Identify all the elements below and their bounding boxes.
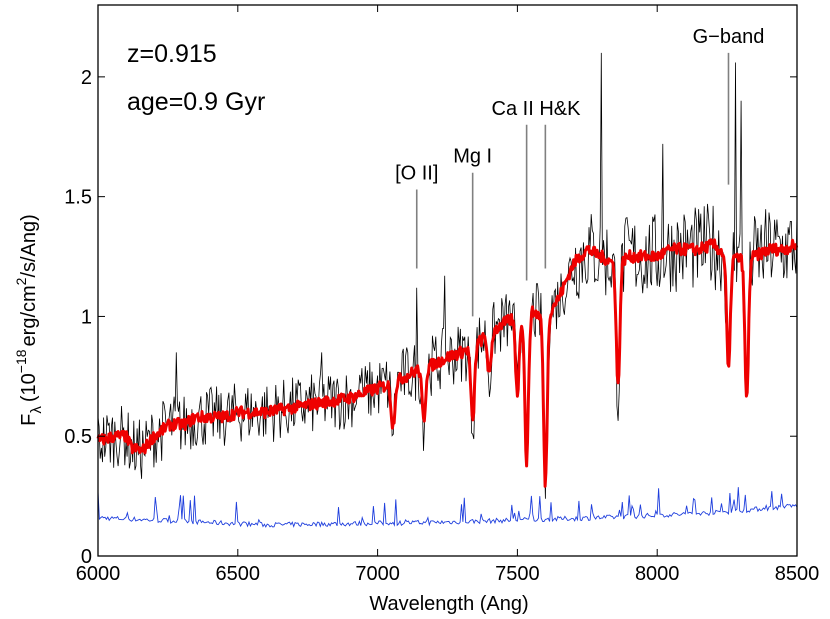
y-tick-label: 1 bbox=[81, 306, 92, 328]
x-tick-label: 6000 bbox=[76, 563, 121, 585]
annotation-layer: [O II] Mg I Ca II H&K G−band bbox=[395, 26, 764, 317]
feature-label: Ca II H&K bbox=[492, 98, 582, 120]
noise-spectrum-line bbox=[97, 487, 798, 528]
age-label: age=0.9 Gyr bbox=[127, 88, 265, 116]
y-tick-label: 1.5 bbox=[64, 187, 92, 209]
redshift-label: z=0.915 bbox=[127, 40, 217, 68]
x-tick-label: 6500 bbox=[216, 563, 261, 585]
x-tick-label: 8000 bbox=[635, 563, 680, 585]
series-layer bbox=[96, 52, 799, 528]
y-tick-label: 0.5 bbox=[64, 426, 92, 448]
y-tick-label: 0 bbox=[81, 546, 92, 568]
feature-label: G−band bbox=[693, 26, 765, 48]
x-tick-label: 8500 bbox=[775, 563, 820, 585]
y-axis-label: Fλ(10−18erg/cm2/s/Ang) bbox=[13, 214, 45, 426]
axes-box bbox=[97, 4, 798, 557]
feature-label: Mg I bbox=[453, 146, 492, 168]
x-axis-label: Wavelength (Ang) bbox=[369, 593, 528, 615]
x-tick-label: 7500 bbox=[495, 563, 540, 585]
x-tick-label: 7000 bbox=[355, 563, 400, 585]
model-spectrum-line bbox=[96, 238, 799, 488]
feature-label: [O II] bbox=[395, 162, 438, 184]
ticks-layer: 6000 6500 7000 7500 8000 8500 0 0.5 1 1.5 2 bbox=[64, 5, 819, 585]
y-tick-label: 2 bbox=[81, 67, 92, 89]
